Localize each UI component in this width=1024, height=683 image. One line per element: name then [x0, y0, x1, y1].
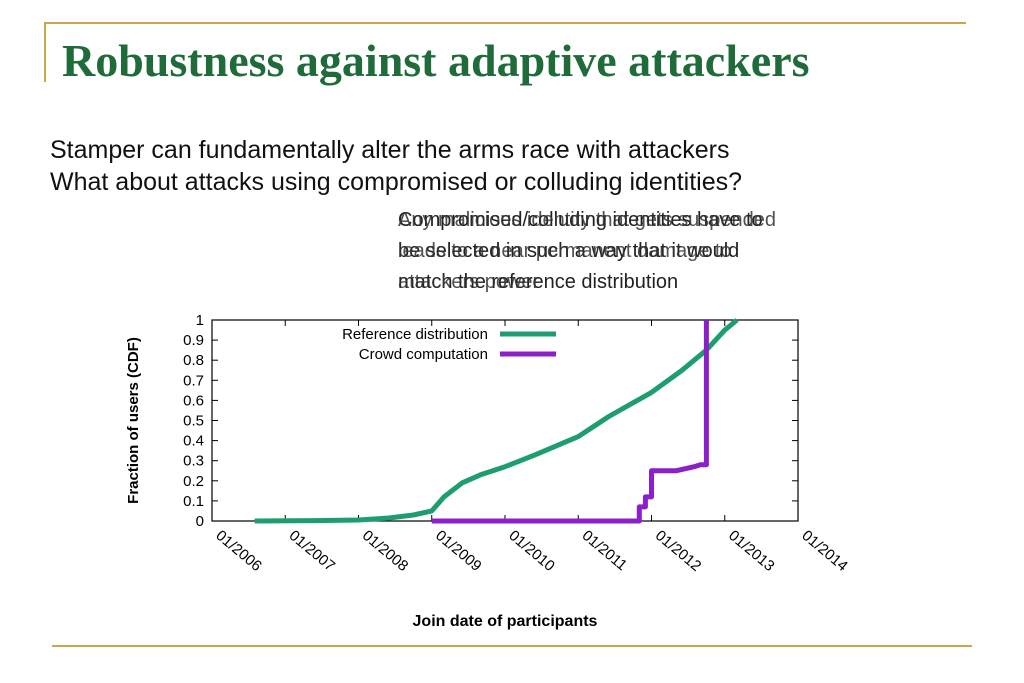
series-line-crowd [431, 320, 709, 524]
y-tick-label: 1 [196, 312, 204, 329]
annotation-line: Compromised/colluding identities have to [398, 209, 763, 231]
y-axis: 0 0.1 0.2 0.3 0.4 0.5 0.6 0.7 0.8 0.9 1 [183, 312, 798, 530]
annotation-line: match the reference distribution [398, 271, 679, 293]
y-axis-label: Fraction of users (CDF) [125, 337, 142, 504]
x-tick-label: 01/2012 [652, 527, 704, 575]
y-tick-label: 0.2 [183, 473, 204, 490]
annotation-layer-suspension: Any malicious identity that gets suspend… [398, 205, 898, 298]
legend: Reference distribution Crowd computation [342, 326, 556, 363]
y-tick-label: 0.7 [183, 372, 204, 389]
legend-label: Reference distribution [342, 326, 488, 343]
x-axis: 01/2006 01/2007 01/2008 01/2009 01/2010 01/20… [211, 320, 851, 575]
annotation-line: leads to a near permanent damage to [398, 240, 732, 262]
y-tick-label: 0.9 [183, 332, 204, 349]
x-tick-label: 01/2008 [359, 527, 411, 575]
left-rule [44, 22, 46, 82]
x-tick-label: 01/2011 [579, 527, 631, 574]
x-tick-label: 01/2013 [725, 527, 777, 575]
bullet-arms-race: Stamper can fundamentally alter the arms… [50, 136, 730, 164]
x-tick-label: 01/2006 [212, 527, 264, 575]
y-tick-label: 0.8 [183, 352, 204, 369]
x-tick-label: 01/2007 [286, 527, 338, 575]
legend-label: Crowd computation [359, 346, 488, 363]
annotation-line: Any malicious identity that gets suspend… [398, 209, 776, 231]
x-tick-label: 01/2009 [432, 527, 484, 575]
top-rule [44, 22, 966, 24]
y-tick-label: 0.1 [183, 493, 204, 510]
x-tick-label: 01/2014 [798, 527, 850, 575]
slide-title: Robustness against adaptive attackers [62, 35, 810, 86]
plot-frame [211, 319, 799, 522]
x-axis-label: Join date of participants [413, 613, 598, 630]
y-tick-label: 0 [196, 513, 204, 530]
y-tick-label: 0.4 [183, 433, 204, 450]
bottom-rule [52, 645, 972, 647]
annotation-layer-distribution: Compromised/colluding identities have to… [398, 205, 898, 298]
annotation-line: be selected in such a way that it would [398, 240, 740, 262]
y-tick-label: 0.3 [183, 453, 204, 470]
bullet-compromised-identities: What about attacks using compromised or … [50, 168, 743, 196]
y-tick-label: 0.6 [183, 392, 204, 409]
y-tick-label: 0.5 [183, 413, 204, 430]
series-layer [254, 318, 739, 524]
annotation-line: attackers power [398, 271, 540, 293]
x-tick-label: 01/2010 [505, 527, 557, 575]
series-line-reference [254, 318, 739, 524]
